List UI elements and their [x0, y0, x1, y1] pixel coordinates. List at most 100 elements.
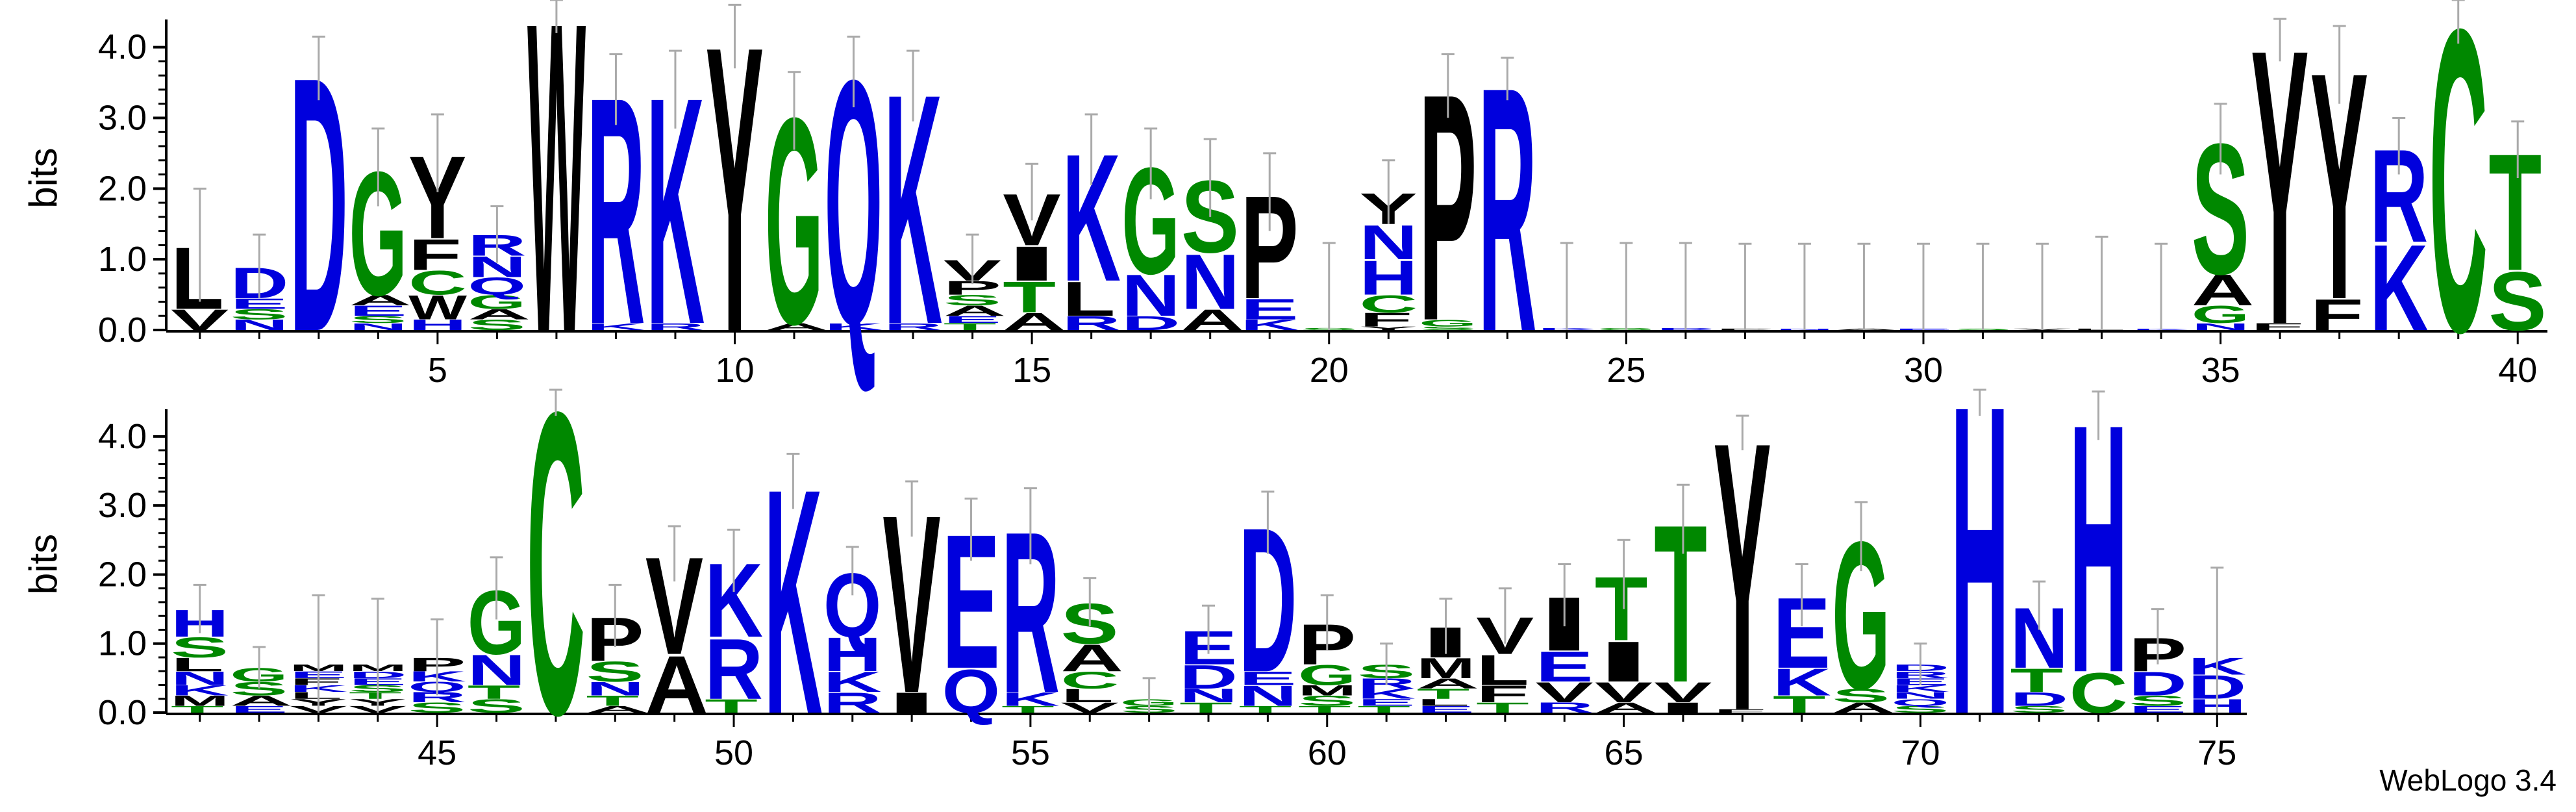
logo-letter-y: Y — [1359, 325, 1417, 331]
logo-letter-r: R — [646, 321, 705, 332]
logo-letter-a: A — [1835, 328, 1898, 330]
logo-letter-s: S — [1298, 692, 1356, 709]
logo-letter-a: A — [468, 306, 531, 322]
logo-letter-e: E — [230, 704, 288, 715]
logo-letter-h: H — [823, 628, 882, 681]
logo-letter-n: N — [1121, 263, 1180, 329]
logo-letter-w: W — [408, 288, 467, 327]
logo-letter-w: W — [527, 0, 586, 424]
logo-letter-k: K — [1892, 683, 1950, 694]
logo-letter-k: K — [1773, 661, 1831, 704]
logo-letter-e: E — [2129, 704, 2186, 715]
logo-column: KR — [2370, 116, 2428, 356]
logo-letter-e: E — [349, 303, 406, 319]
logo-letter-t: T — [1417, 686, 1470, 702]
logo-letter-t: T — [705, 695, 758, 717]
logo-letter-n: N — [1892, 690, 1950, 701]
logo-column: V — [2013, 242, 2071, 331]
logo-letter-d: D — [1121, 312, 1180, 335]
logo-letter-t: T — [2010, 662, 2063, 700]
logo-letter-n: N — [1239, 680, 1297, 712]
logo-column: Y — [706, 0, 764, 417]
logo-letter-n: N — [1179, 685, 1238, 707]
logo-letter-k: K — [587, 321, 645, 332]
y-tick-label: 4.0 — [98, 417, 147, 456]
logo-letter-f: F — [2251, 322, 2304, 333]
logo-letter-t: T — [1239, 704, 1292, 715]
logo-column: D — [290, 1, 348, 407]
logo-column: A — [1835, 242, 1898, 331]
logo-letter-t: T — [2488, 120, 2542, 306]
logo-letter-t: T — [349, 691, 402, 701]
logo-letter-a: A — [1060, 637, 1123, 679]
logo-letter-t: T — [944, 322, 997, 333]
logo-column: CH — [2070, 349, 2128, 746]
logo-letter-q: Q — [1892, 697, 1949, 707]
logo-letter-e: E — [1239, 668, 1297, 689]
logo-letter-k: K — [823, 666, 882, 698]
logo-letter-f: F — [1359, 309, 1412, 331]
logo-letter-d: D — [2129, 665, 2187, 703]
logo-letter-n: N — [171, 668, 229, 689]
logo-column: E — [1894, 242, 1952, 331]
logo-column: IVT — [1654, 477, 1712, 730]
logo-letter-a: A — [1832, 700, 1895, 716]
logo-letter-q: Q — [468, 273, 526, 300]
logo-column: VYTSEDM — [349, 598, 407, 715]
logo-letter-r: R — [1535, 700, 1594, 716]
logo-letter-t: T — [586, 692, 640, 709]
x-tick-label: 55 — [1011, 733, 1050, 772]
logo-column: C — [2429, 0, 2488, 422]
logo-letter-s: S — [1832, 685, 1890, 706]
x-tick-label: 50 — [714, 733, 753, 772]
y-tick-label: 1.0 — [98, 624, 147, 663]
logo-letter-a: A — [586, 704, 649, 715]
logo-letter-a: A — [765, 322, 828, 333]
logo-column: N — [1775, 242, 1834, 331]
logo-column: QE — [942, 494, 1000, 726]
y-axis-label: bits — [21, 147, 65, 208]
x-tick-label: 35 — [2201, 351, 2240, 390]
logo-column: ANS — [1181, 138, 1244, 336]
logo-column: RK — [646, 31, 705, 392]
logo-letter-s: S — [2488, 254, 2546, 348]
logo-letter-t: T — [1001, 704, 1055, 715]
logo-column: KR — [587, 31, 645, 392]
logo-letter-m: M — [1298, 683, 1357, 699]
logo-letter-d: D — [1179, 659, 1238, 696]
logo-letter-e: E — [1240, 293, 1298, 325]
logo-letter-s: S — [171, 631, 229, 663]
logo-letter-g: G — [2192, 301, 2249, 329]
logo-letter-s: S — [1419, 325, 1477, 331]
x-tick-label: 75 — [2197, 733, 2236, 772]
logo-letter-g: G — [1298, 659, 1356, 691]
logo-letter-t: T — [468, 681, 521, 703]
logo-letter-s: S — [586, 656, 644, 688]
logo-letter-y: Y — [2251, 0, 2308, 407]
logo-column: AV — [645, 525, 708, 730]
logo-letter-s: S — [230, 306, 288, 322]
logo-letter-s: S — [944, 292, 1001, 309]
logo-column: VL — [171, 187, 229, 336]
logo-letter-v: V — [1060, 700, 1118, 716]
logo-letter-a: A — [349, 292, 412, 309]
logo-letter-v: V — [171, 304, 229, 336]
logo-letter-t: T — [1357, 704, 1410, 715]
logo-column: C — [527, 322, 585, 804]
logo-letter-l: L — [1060, 685, 1114, 706]
logo-letter-g: G — [468, 291, 526, 313]
logo-column: TEKRS — [1357, 642, 1416, 715]
logo-column: K — [2132, 242, 2190, 331]
x-tick-label: 65 — [1605, 733, 1644, 772]
logo-letter-h: H — [1951, 314, 2009, 807]
logo-column: P — [1716, 242, 1774, 331]
y-tick-label: 0.0 — [98, 311, 147, 349]
logo-column: ST — [2488, 120, 2546, 348]
